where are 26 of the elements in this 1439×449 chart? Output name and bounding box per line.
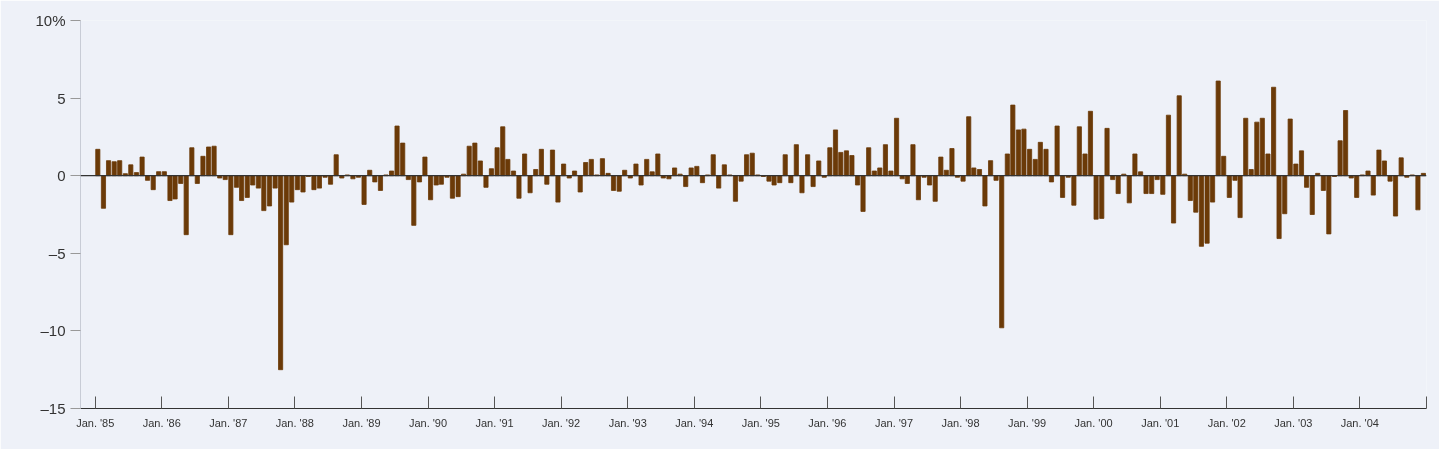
- x-tick-label: Jan. '03: [1274, 416, 1313, 429]
- x-tick-label: Jan. '90: [408, 416, 448, 429]
- x-tick-label: Jan. '95: [741, 416, 780, 429]
- x-tick-label: Jan. '85: [76, 416, 115, 429]
- x-tick-label: Jan. '04: [1340, 416, 1379, 429]
- x-tick-label: Jan. '89: [342, 416, 381, 429]
- y-tick-label: 10%: [35, 12, 66, 29]
- x-tick-label: Jan. '87: [209, 416, 248, 429]
- x-tick-label: Jan. '86: [142, 416, 181, 429]
- x-tick-label: Jan. '96: [808, 416, 847, 429]
- y-tick-label: –15: [40, 400, 66, 417]
- x-tick-label: Jan. '00: [1074, 416, 1113, 429]
- x-tick-label: Jan. '94: [675, 416, 714, 429]
- x-tick-label: Jan. '93: [608, 416, 647, 429]
- x-tick-label: Jan. '97: [874, 416, 914, 429]
- y-tick-label: 5: [57, 89, 66, 107]
- y-tick-label: 0: [57, 167, 66, 185]
- x-tick-label: Jan. '92: [541, 416, 581, 429]
- x-tick-label: Jan. '88: [275, 416, 314, 429]
- x-tick-label: Jan. '01: [1141, 416, 1180, 429]
- x-tick-label: Jan. '98: [941, 416, 980, 429]
- x-tick-label: Jan. '99: [1007, 416, 1047, 429]
- y-tick-label: –5: [48, 244, 66, 262]
- x-tick-label: Jan. '02: [1207, 416, 1246, 429]
- x-tick-label: Jan. '91: [475, 416, 514, 429]
- y-tick-label: –10: [40, 322, 66, 340]
